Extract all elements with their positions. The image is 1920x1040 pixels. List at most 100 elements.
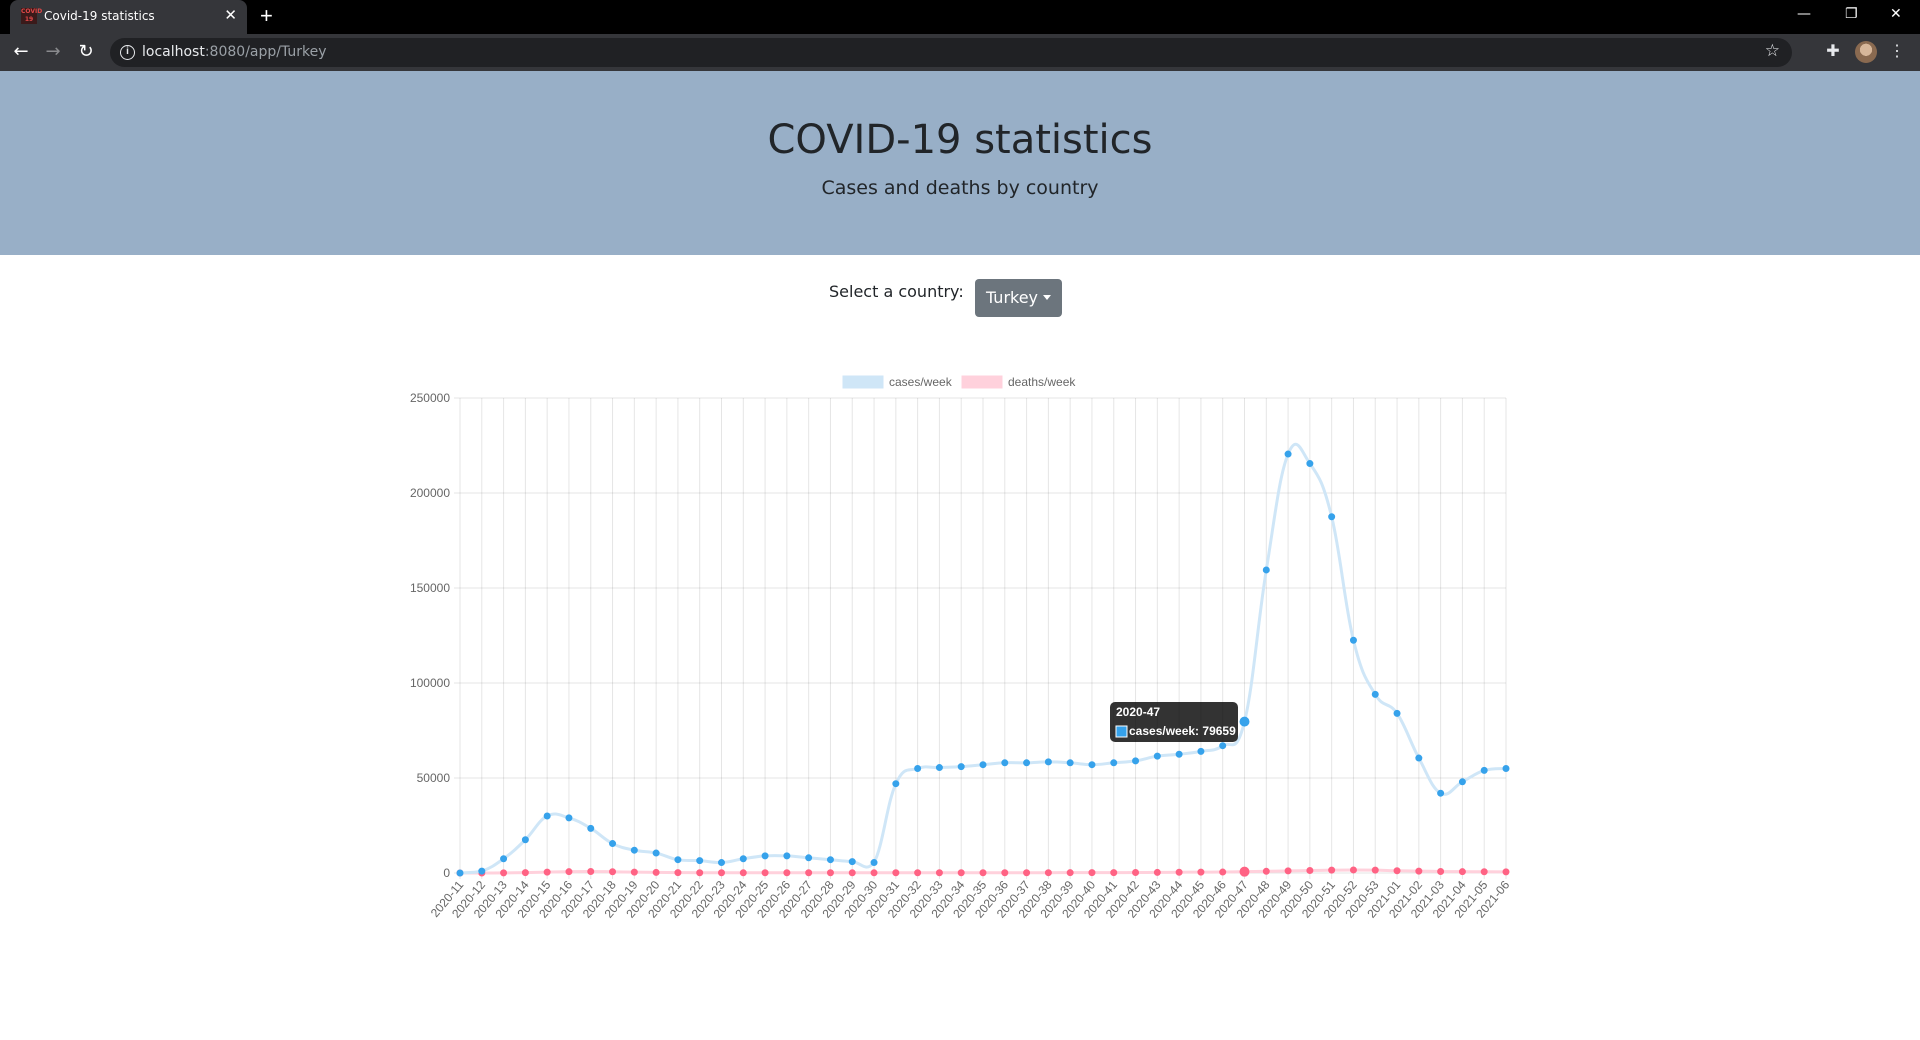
cases-series-point[interactable]: [696, 857, 704, 865]
cases-series-point[interactable]: [1328, 513, 1336, 521]
cases-series-point[interactable]: [565, 814, 573, 822]
cases-series-point[interactable]: [1023, 759, 1031, 767]
cases-series-point[interactable]: [718, 859, 725, 867]
deaths-series-point[interactable]: [1023, 869, 1031, 877]
deaths-series-point[interactable]: [1066, 869, 1074, 877]
legend-label-deaths[interactable]: deaths/week: [1008, 375, 1076, 389]
star-icon[interactable]: ☆: [1764, 41, 1780, 60]
cases-series-point[interactable]: [892, 780, 900, 788]
cases-series-point[interactable]: [1132, 757, 1140, 765]
forward-arrow-icon[interactable]: →: [45, 41, 61, 62]
cases-series-point[interactable]: [500, 855, 508, 863]
deaths-series-point[interactable]: [1458, 868, 1466, 876]
deaths-series-point[interactable]: [1437, 867, 1445, 875]
cases-series-point[interactable]: [1458, 778, 1466, 786]
url-text[interactable]: localhost:8080/app/Turkey: [142, 44, 327, 60]
minimize-icon[interactable]: —: [1797, 6, 1811, 22]
cases-series-point[interactable]: [456, 869, 464, 877]
extensions-icon[interactable]: ✚: [1826, 43, 1840, 60]
cases-series-point[interactable]: [1371, 690, 1379, 698]
cases-series-point[interactable]: [1284, 450, 1292, 458]
deaths-series-point[interactable]: [500, 869, 508, 877]
deaths-series-point[interactable]: [1371, 866, 1379, 874]
deaths-series-point[interactable]: [718, 869, 725, 877]
cases-series-point[interactable]: [935, 764, 943, 772]
cases-series-point[interactable]: [761, 852, 769, 860]
cases-series-point[interactable]: [1066, 759, 1074, 767]
deaths-series-point[interactable]: [1284, 867, 1292, 875]
browser-tab[interactable]: COVID 19 Covid-19 statistics ✕: [10, 0, 247, 34]
deaths-series-point[interactable]: [1153, 868, 1161, 876]
cases-series-point[interactable]: [1349, 636, 1357, 644]
deaths-series-point[interactable]: [543, 868, 551, 876]
close-tab-icon[interactable]: ✕: [224, 7, 237, 24]
cases-series-point[interactable]: [1480, 766, 1488, 774]
deaths-series-point[interactable]: [761, 869, 769, 877]
cases-series-point[interactable]: [914, 765, 922, 772]
cases-series-point[interactable]: [739, 855, 747, 863]
reload-icon[interactable]: ↻: [78, 41, 94, 62]
deaths-series-point[interactable]: [1110, 869, 1118, 877]
deaths-series-point[interactable]: [1219, 868, 1227, 876]
cases-series-point[interactable]: [1044, 758, 1052, 766]
cases-series-point[interactable]: [1393, 709, 1401, 717]
deaths-series-point[interactable]: [587, 867, 595, 875]
deaths-series-point[interactable]: [1502, 868, 1510, 876]
cases-series-point[interactable]: [1219, 742, 1227, 750]
cases-series-point[interactable]: [1088, 761, 1096, 769]
back-arrow-icon[interactable]: ←: [13, 41, 29, 62]
cases-series-point[interactable]: [543, 812, 551, 820]
cases-series-point[interactable]: [1110, 759, 1118, 767]
cases-series-point[interactable]: [1306, 460, 1314, 468]
deaths-series-point[interactable]: [935, 869, 943, 877]
cases-series-point[interactable]: [609, 840, 617, 848]
cases-series-point[interactable]: [652, 849, 660, 857]
deaths-series-point[interactable]: [805, 869, 813, 877]
deaths-series-point[interactable]: [1197, 868, 1205, 876]
close-window-icon[interactable]: ✕: [1890, 6, 1902, 22]
cases-series-point[interactable]: [1239, 716, 1250, 727]
deaths-series-point[interactable]: [979, 869, 987, 877]
cases-series-point[interactable]: [521, 836, 529, 844]
deaths-series-point[interactable]: [826, 869, 834, 877]
deaths-series-point[interactable]: [1044, 869, 1052, 877]
cases-series-point[interactable]: [783, 852, 791, 860]
cases-series-point[interactable]: [674, 856, 682, 864]
cases-series-point[interactable]: [848, 858, 856, 866]
cases-series-point[interactable]: [1153, 752, 1161, 760]
restore-icon[interactable]: ❐: [1845, 6, 1858, 22]
deaths-series-point[interactable]: [1328, 866, 1336, 874]
avatar[interactable]: [1855, 41, 1877, 63]
deaths-series-point[interactable]: [783, 869, 791, 877]
cases-series-point[interactable]: [979, 761, 987, 769]
deaths-series-point[interactable]: [1393, 867, 1401, 875]
deaths-series-point[interactable]: [1415, 867, 1423, 875]
cases-series-point[interactable]: [630, 846, 638, 854]
cases-series-point[interactable]: [870, 859, 878, 867]
deaths-series-point[interactable]: [1262, 867, 1270, 875]
cases-series-point[interactable]: [1197, 747, 1205, 755]
cases-series-point[interactable]: [478, 867, 486, 875]
info-icon[interactable]: i: [120, 45, 135, 60]
deaths-series-point[interactable]: [1175, 868, 1183, 876]
menu-icon[interactable]: ⋮: [1889, 43, 1905, 60]
deaths-series-point[interactable]: [1132, 869, 1140, 877]
address-bar[interactable]: i localhost:8080/app/Turkey ☆: [110, 38, 1792, 67]
deaths-series-point[interactable]: [914, 869, 922, 877]
cases-series-point[interactable]: [1001, 759, 1009, 767]
country-dropdown-button[interactable]: Turkey: [975, 279, 1062, 317]
new-tab-icon[interactable]: +: [260, 3, 273, 28]
deaths-series-point[interactable]: [696, 869, 704, 877]
deaths-series-point[interactable]: [1480, 868, 1488, 876]
cases-series-point[interactable]: [1415, 754, 1423, 762]
deaths-series-point[interactable]: [609, 868, 617, 876]
deaths-series-point[interactable]: [652, 868, 660, 876]
deaths-series-point[interactable]: [848, 869, 856, 877]
cases-series-point[interactable]: [1262, 566, 1270, 574]
deaths-series-point[interactable]: [674, 869, 682, 877]
deaths-series-point[interactable]: [1239, 866, 1250, 877]
cases-series-point[interactable]: [1175, 750, 1183, 758]
deaths-series-point[interactable]: [1088, 869, 1096, 877]
deaths-series-point[interactable]: [1001, 869, 1009, 877]
legend-label-cases[interactable]: cases/week: [889, 375, 953, 389]
